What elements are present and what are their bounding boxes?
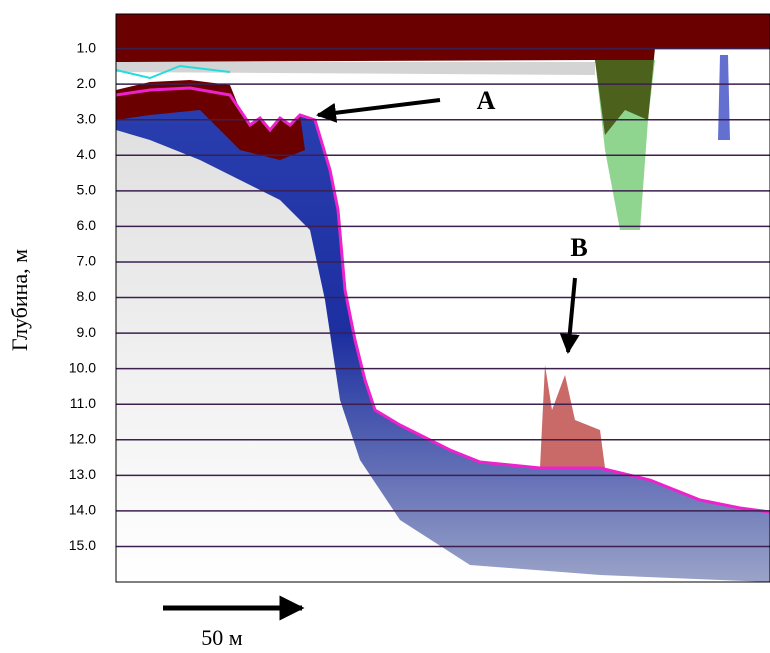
surface-noise xyxy=(116,62,595,75)
y-tick-label: 2.0 xyxy=(77,75,97,91)
y-axis-label: Глубина, м xyxy=(7,249,32,351)
y-tick-label: 5.0 xyxy=(77,182,97,198)
annotation: B xyxy=(570,233,587,262)
y-tick-label: 11.0 xyxy=(70,395,96,411)
shadow-zone xyxy=(116,100,770,582)
bottom-line xyxy=(115,86,770,514)
y-tick-label: 14.0 xyxy=(69,502,96,518)
y-tick-label: 4.0 xyxy=(77,146,97,162)
y-tick-label: 9.0 xyxy=(77,324,97,340)
echo-line xyxy=(115,64,231,80)
y-tick-label: 6.0 xyxy=(77,217,97,233)
plot-frame xyxy=(115,13,770,583)
scale-label: 50 м xyxy=(201,625,243,650)
grid xyxy=(116,47,770,548)
annotation: A xyxy=(477,86,496,115)
y-tick-label: 3.0 xyxy=(77,110,97,126)
y-tick-label: 8.0 xyxy=(77,288,97,304)
arrow xyxy=(316,98,441,123)
y-tick-label: 12.0 xyxy=(69,430,96,446)
y-tick-label: 15.0 xyxy=(69,537,96,553)
y-tick-label: 7.0 xyxy=(77,253,97,269)
seabed xyxy=(116,88,770,582)
y-tick-label: 10.0 xyxy=(69,359,96,375)
fish-school xyxy=(540,365,605,468)
y-tick-label: 1.0 xyxy=(77,39,97,55)
plume xyxy=(595,60,655,230)
arrow xyxy=(559,277,580,354)
plume xyxy=(718,55,730,140)
y-tick-label: 13.0 xyxy=(69,466,96,482)
